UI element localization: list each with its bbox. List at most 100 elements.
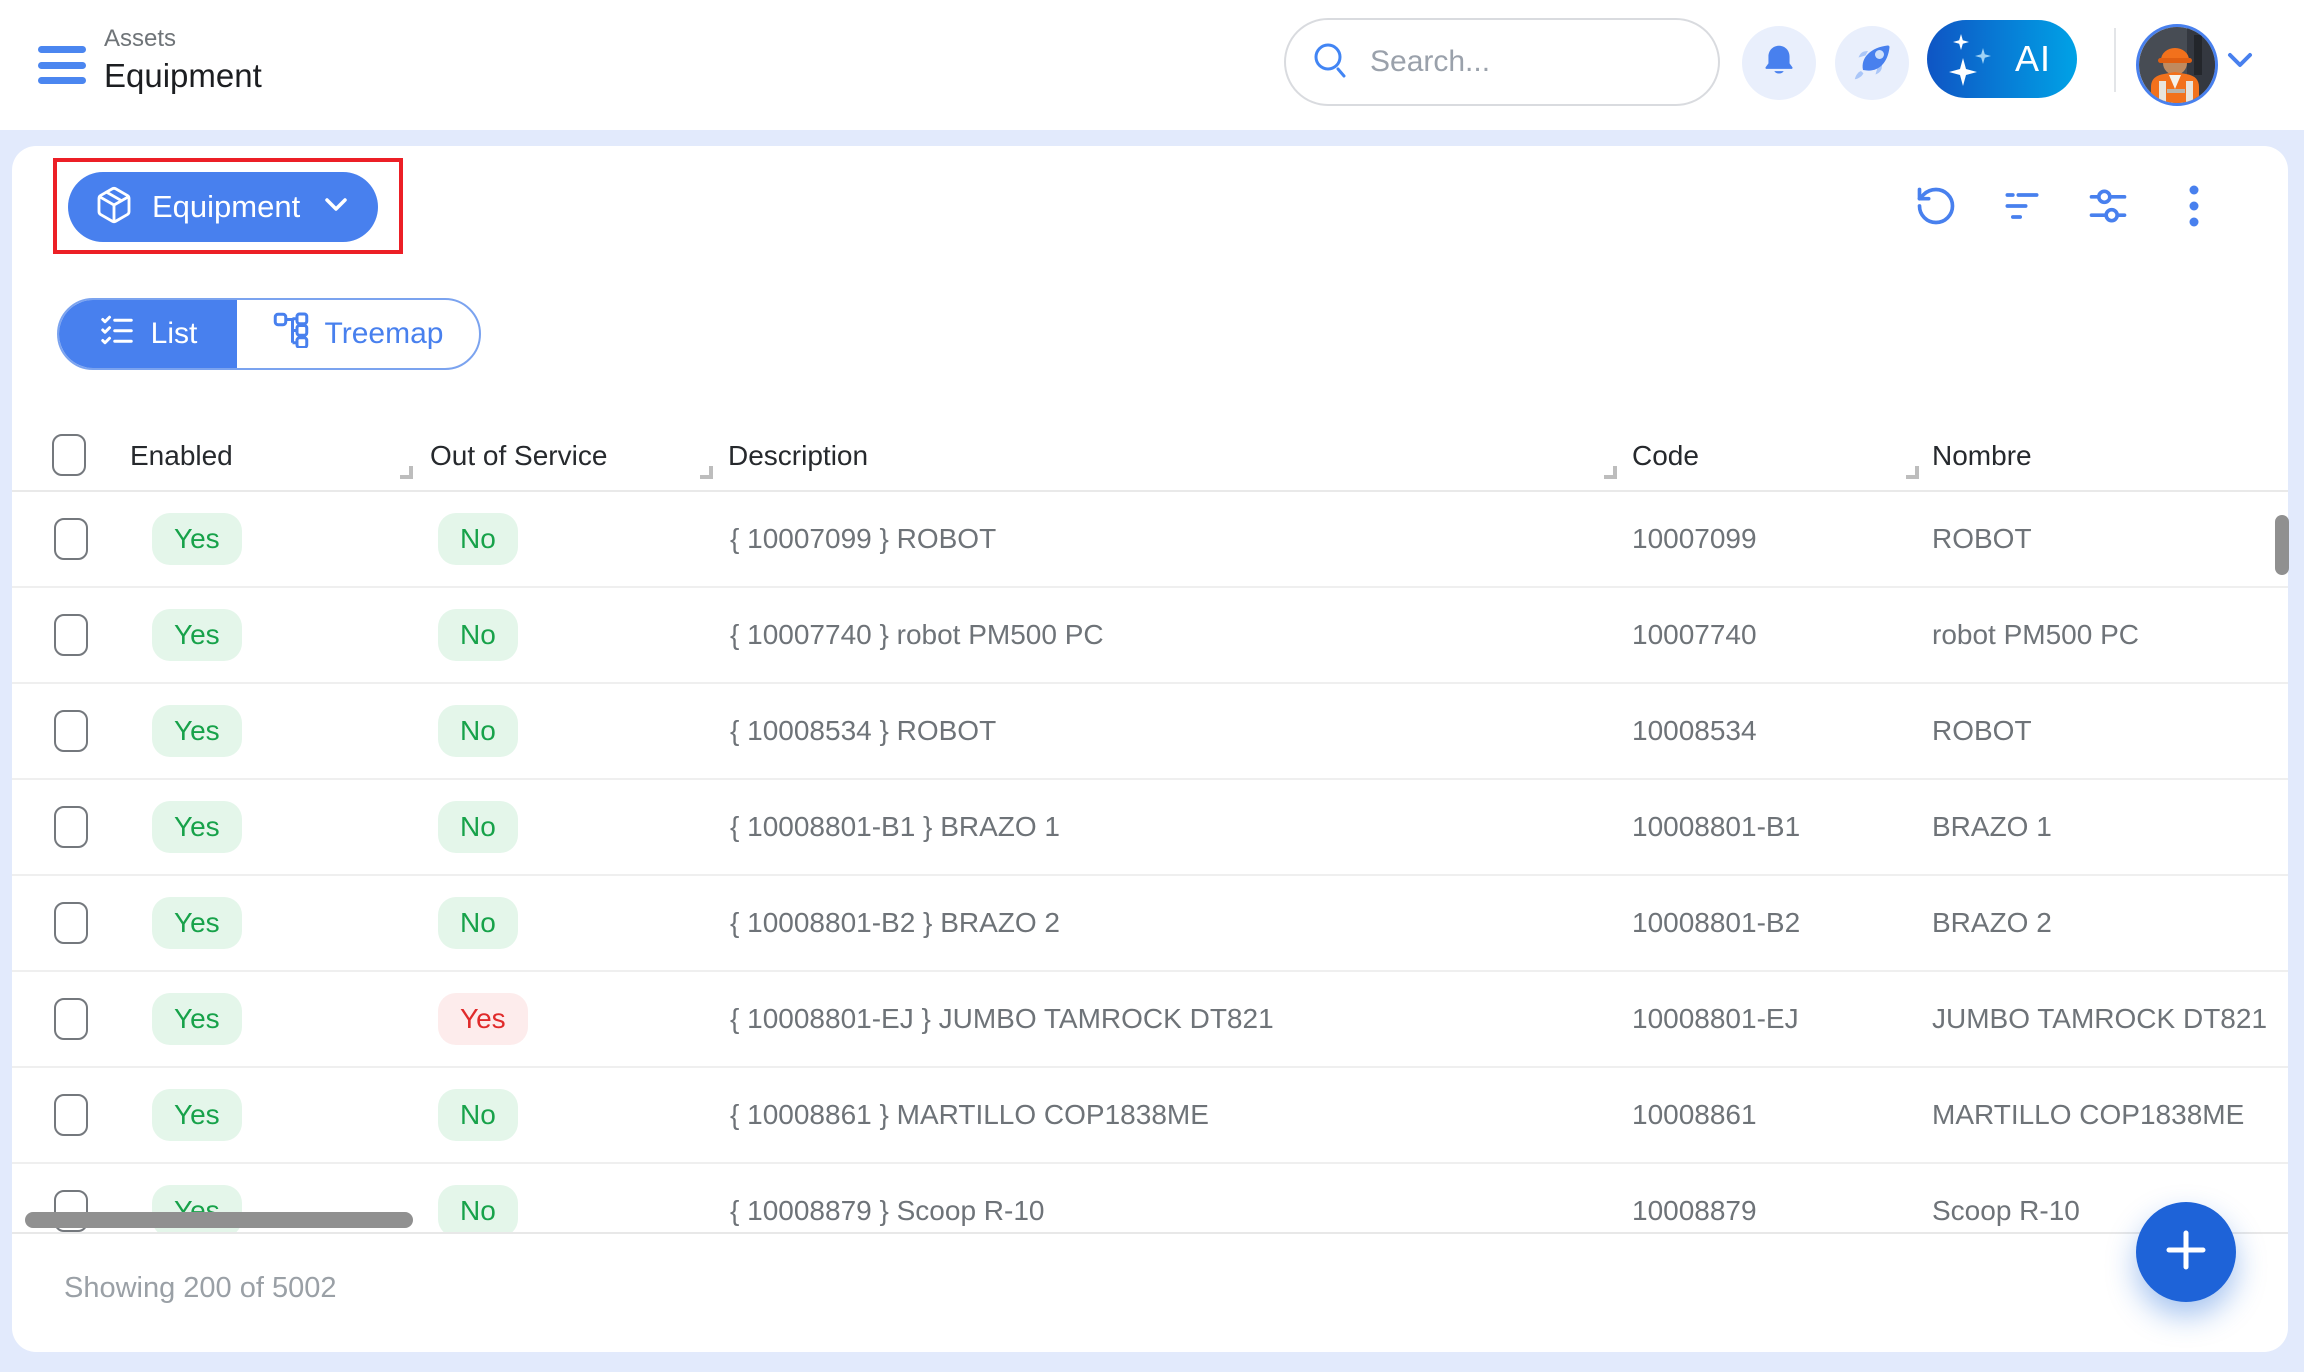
- sliders-button[interactable]: [2084, 182, 2132, 230]
- horizontal-scrollbar[interactable]: [25, 1212, 413, 1228]
- notifications-button[interactable]: [1742, 26, 1816, 100]
- nombre-cell: JUMBO TAMROCK DT821: [1932, 1003, 2268, 1034]
- enabled-badge: Yes: [152, 801, 242, 853]
- top-bar: Assets Equipment: [0, 0, 2304, 130]
- row-checkbox[interactable]: [54, 710, 88, 752]
- filter-button[interactable]: [1998, 182, 2046, 230]
- page-title: Equipment: [104, 57, 262, 94]
- row-checkbox[interactable]: [54, 806, 88, 848]
- search-input[interactable]: [1368, 44, 1672, 80]
- description-cell: { 10008879 } Scoop R-10: [730, 1195, 1045, 1226]
- entity-selector-button[interactable]: Equipment: [68, 172, 379, 242]
- row-checkbox[interactable]: [54, 518, 88, 560]
- package-icon: [94, 185, 134, 230]
- column-header-enabled[interactable]: Enabled: [130, 440, 233, 471]
- out-of-service-badge: No: [438, 897, 518, 949]
- nombre-cell: Scoop R-10: [1932, 1195, 2080, 1226]
- column-header-description[interactable]: Description: [728, 440, 869, 471]
- hamburger-menu-icon[interactable]: [38, 46, 86, 84]
- checklist-icon: [99, 312, 135, 356]
- row-checkbox[interactable]: [54, 902, 88, 944]
- code-cell: 10007740: [1632, 619, 1757, 650]
- ai-assistant-button[interactable]: AI: [1927, 20, 2077, 98]
- resize-handle-icon[interactable]: [698, 464, 715, 486]
- resize-handle-icon[interactable]: [1904, 464, 1921, 486]
- breadcrumb-assets[interactable]: Assets: [104, 25, 177, 52]
- table-header: Enabled Out of Service Description Code …: [12, 428, 2288, 492]
- nombre-cell: MARTILLO COP1838ME: [1932, 1099, 2245, 1130]
- column-header-out-of-service[interactable]: Out of Service: [430, 440, 608, 471]
- sparkles-icon: [1949, 32, 2009, 93]
- vertical-scrollbar[interactable]: [2275, 515, 2289, 575]
- out-of-service-badge: No: [438, 1089, 518, 1141]
- launcher-button[interactable]: [1835, 26, 1909, 100]
- nombre-cell: ROBOT: [1932, 715, 2032, 746]
- content-card: Equipment List Treemap: [12, 146, 2289, 1352]
- out-of-service-badge: No: [438, 705, 518, 757]
- kebab-menu-button[interactable]: [2170, 182, 2218, 230]
- tab-treemap-label: Treemap: [324, 317, 444, 350]
- add-equipment-fab[interactable]: [2136, 1202, 2236, 1302]
- enabled-badge: Yes: [152, 1089, 242, 1141]
- row-count-status: Showing 200 of 5002: [64, 1272, 337, 1304]
- description-cell: { 10008801-B2 } BRAZO 2: [730, 907, 1060, 938]
- search-box[interactable]: [1284, 18, 1720, 106]
- out-of-service-badge: No: [438, 801, 518, 853]
- topbar-divider: [2114, 28, 2116, 92]
- code-cell: 10008861: [1632, 1099, 1757, 1130]
- tab-list-label: List: [150, 317, 198, 350]
- description-cell: { 10008801-EJ } JUMBO TAMROCK DT821: [730, 1003, 1274, 1034]
- view-toggle: List Treemap: [57, 298, 481, 370]
- code-cell: 10008801-EJ: [1632, 1003, 1799, 1034]
- treemap-icon: [273, 312, 309, 356]
- table-row[interactable]: Yes No { 10008879 } Scoop R-10 10008879 …: [12, 1164, 2288, 1232]
- table-row[interactable]: Yes No { 10008801-B1 } BRAZO 1 10008801-…: [12, 780, 2288, 876]
- resize-handle-icon[interactable]: [398, 464, 415, 486]
- code-cell: 10008879: [1632, 1195, 1757, 1226]
- enabled-badge: Yes: [152, 513, 242, 565]
- table-row[interactable]: Yes No { 10008801-B2 } BRAZO 2 10008801-…: [12, 876, 2288, 972]
- row-checkbox[interactable]: [54, 998, 88, 1040]
- rocket-icon: [1851, 40, 1893, 87]
- breadcrumb: Assets Equipment: [104, 24, 262, 98]
- table-row[interactable]: Yes No { 10008534 } ROBOT 10008534 ROBOT: [12, 684, 2288, 780]
- bell-icon: [1760, 42, 1798, 85]
- table-row[interactable]: Yes Yes { 10008801-EJ } JUMBO TAMROCK DT…: [12, 972, 2288, 1068]
- table-toolbar: [1912, 182, 2218, 230]
- entity-selector-label: Equipment: [152, 189, 301, 224]
- ai-button-label: AI: [2014, 38, 2051, 79]
- table-row[interactable]: Yes No { 10007099 } ROBOT 10007099 ROBOT: [12, 492, 2288, 588]
- avatar[interactable]: [2136, 24, 2218, 106]
- table-row[interactable]: Yes No { 10008861 } MARTILLO COP1838ME 1…: [12, 1068, 2288, 1164]
- nombre-cell: BRAZO 1: [1932, 811, 2052, 842]
- code-cell: 10008801-B1: [1632, 811, 1801, 842]
- resize-handle-icon[interactable]: [1602, 464, 1619, 486]
- tab-list-view[interactable]: List: [59, 300, 237, 368]
- column-header-nombre[interactable]: Nombre: [1932, 440, 2032, 471]
- nombre-cell: ROBOT: [1932, 523, 2032, 554]
- code-cell: 10008534: [1632, 715, 1757, 746]
- nombre-cell: BRAZO 2: [1932, 907, 2052, 938]
- table-body: Yes No { 10007099 } ROBOT 10007099 ROBOT…: [12, 492, 2288, 1232]
- row-checkbox[interactable]: [54, 1094, 88, 1136]
- enabled-badge: Yes: [152, 705, 242, 757]
- out-of-service-badge: No: [438, 609, 518, 661]
- select-all-checkbox[interactable]: [52, 434, 86, 476]
- enabled-badge: Yes: [152, 993, 242, 1045]
- description-cell: { 10008861 } MARTILLO COP1838ME: [730, 1099, 1209, 1130]
- row-checkbox[interactable]: [54, 614, 88, 656]
- chevron-down-icon: [324, 197, 348, 218]
- description-cell: { 10007740 } robot PM500 PC: [730, 619, 1104, 650]
- chevron-down-icon[interactable]: [2226, 52, 2254, 75]
- nombre-cell: robot PM500 PC: [1932, 619, 2139, 650]
- out-of-service-badge: No: [438, 1185, 518, 1232]
- table-row[interactable]: Yes No { 10007740 } robot PM500 PC 10007…: [12, 588, 2288, 684]
- description-cell: { 10008534 } ROBOT: [730, 715, 997, 746]
- enabled-badge: Yes: [152, 609, 242, 661]
- refresh-button[interactable]: [1912, 182, 1960, 230]
- column-header-code[interactable]: Code: [1632, 440, 1699, 471]
- tab-treemap-view[interactable]: Treemap: [237, 300, 479, 368]
- out-of-service-badge: No: [438, 513, 518, 565]
- table-bottom-border: [12, 1232, 2288, 1234]
- code-cell: 10007099: [1632, 523, 1757, 554]
